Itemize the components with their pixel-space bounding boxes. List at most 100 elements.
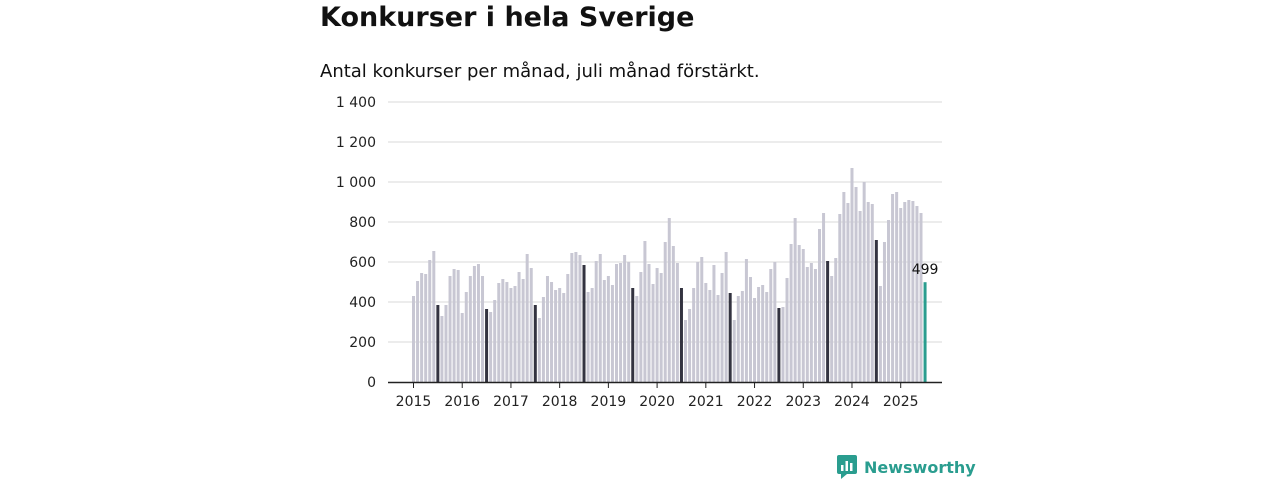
chart-title: Konkurser i hela Sverige <box>320 2 695 33</box>
bar <box>428 260 432 382</box>
bar <box>420 273 424 382</box>
bar <box>793 218 797 382</box>
bar <box>663 242 667 382</box>
x-tick-label: 2015 <box>396 394 432 410</box>
bar <box>582 265 586 382</box>
x-tick-label: 2018 <box>542 394 578 410</box>
bar <box>809 263 813 382</box>
bar <box>761 285 765 382</box>
bar <box>460 313 464 382</box>
bar <box>537 318 541 382</box>
bar <box>436 305 440 382</box>
bar <box>497 283 501 382</box>
bar <box>781 307 785 382</box>
x-tick-label: 2019 <box>591 394 627 410</box>
bar <box>627 262 631 382</box>
bar <box>899 208 903 382</box>
bar <box>468 276 472 382</box>
bar <box>659 273 663 382</box>
bar <box>891 194 895 382</box>
bar <box>566 274 570 382</box>
bar <box>517 272 521 382</box>
bar <box>801 249 805 382</box>
bar <box>639 272 643 382</box>
y-tick-label: 1 400 <box>336 95 376 111</box>
x-tick-label: 2022 <box>737 394 773 410</box>
bar <box>412 296 415 382</box>
bar <box>610 285 614 382</box>
bar <box>720 273 724 382</box>
bar <box>858 211 862 382</box>
bar <box>545 276 549 382</box>
bar <box>712 265 716 382</box>
bar <box>529 268 533 382</box>
bar <box>493 300 497 382</box>
bar <box>907 200 911 382</box>
bar <box>874 240 878 382</box>
bar <box>481 276 485 382</box>
bar <box>866 202 870 382</box>
bar <box>647 264 651 382</box>
bar <box>671 246 675 382</box>
bar <box>834 258 838 382</box>
bar <box>416 281 420 382</box>
y-tick-label: 400 <box>349 295 376 311</box>
bar <box>541 297 545 382</box>
bar <box>432 251 436 382</box>
bar <box>805 267 809 382</box>
bar <box>789 244 793 382</box>
bar <box>882 242 886 382</box>
bar <box>870 204 874 382</box>
bar <box>574 252 578 382</box>
newsworthy-logo-icon <box>837 455 857 479</box>
bar <box>578 255 582 382</box>
bar <box>842 192 846 382</box>
bar <box>728 293 732 382</box>
bar <box>740 291 744 382</box>
bar <box>440 316 444 382</box>
bar <box>736 296 740 382</box>
x-tick-label: 2024 <box>834 394 870 410</box>
bar <box>818 229 821 382</box>
bar <box>696 262 700 382</box>
bar <box>570 253 574 382</box>
bar <box>623 255 627 382</box>
bar <box>700 257 704 382</box>
bar <box>651 284 655 382</box>
bar <box>533 305 537 382</box>
bar <box>692 288 696 382</box>
x-tick-label: 2020 <box>639 394 675 410</box>
chart-subtitle: Antal konkurser per månad, juli månad fö… <box>320 61 760 82</box>
bar <box>688 309 692 382</box>
x-tick-label: 2021 <box>688 394 724 410</box>
bar <box>448 276 452 382</box>
bar <box>590 288 594 382</box>
bar <box>513 286 517 382</box>
x-tick-label: 2016 <box>444 394 480 410</box>
bar <box>619 263 623 382</box>
bar <box>489 312 493 382</box>
bar <box>631 288 635 382</box>
bar <box>830 276 834 382</box>
bar <box>878 286 882 382</box>
bar <box>797 245 801 382</box>
bar <box>862 182 866 382</box>
y-tick-label: 0 <box>367 375 376 391</box>
bar <box>724 252 728 382</box>
bar <box>777 308 781 382</box>
bar-chart: 0 200 400 600 800 1 000 1 200 1 400 2015 2016 2017… <box>336 95 942 410</box>
bar <box>505 282 509 382</box>
bar <box>716 295 720 382</box>
bar <box>635 296 639 382</box>
newsworthy-brand[interactable]: Newsworthy <box>836 454 976 480</box>
bar <box>813 269 817 382</box>
bar <box>485 309 489 382</box>
bar <box>679 288 683 382</box>
newsworthy-brand-text: Newsworthy <box>864 457 976 477</box>
y-tick-label: 800 <box>349 215 376 231</box>
y-tick-label: 600 <box>349 255 376 271</box>
bar <box>846 203 850 382</box>
bar <box>915 206 919 382</box>
bar <box>444 305 448 382</box>
bar <box>521 279 525 382</box>
